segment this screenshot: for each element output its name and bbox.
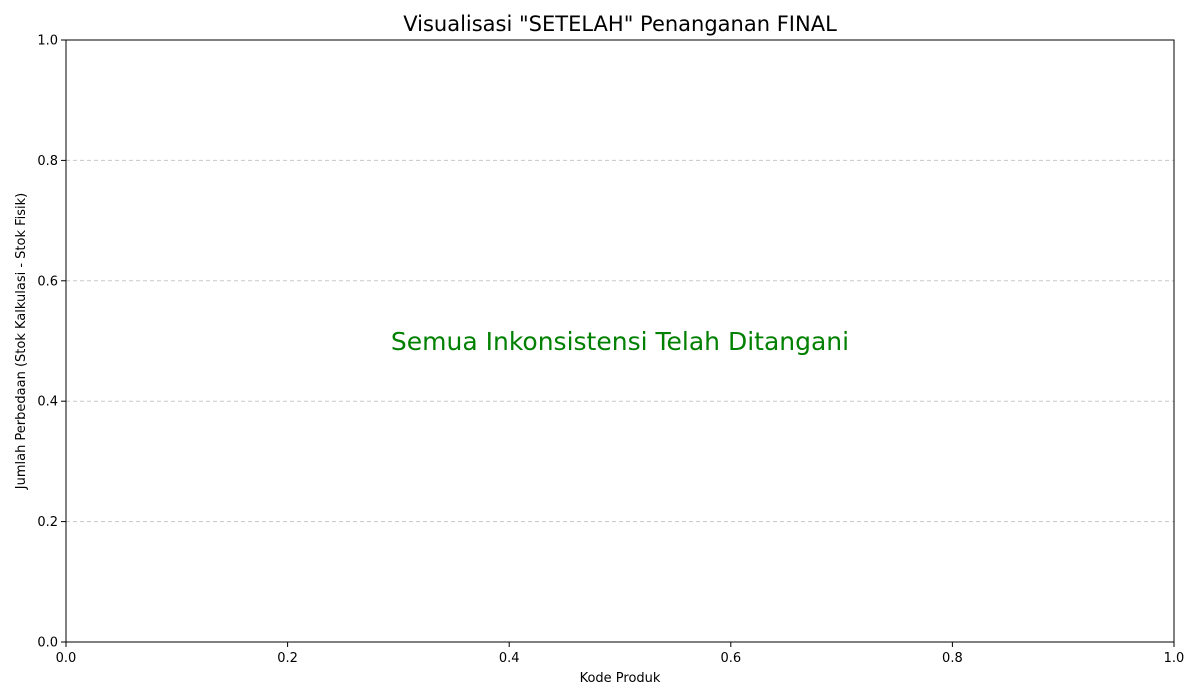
x-tick-label: 0.0 [56, 651, 77, 666]
x-axis-label: Kode Produk [580, 671, 661, 686]
x-tick-label: 0.6 [720, 651, 741, 666]
chart-title: Visualisasi "SETELAH" Penanganan FINAL [403, 12, 837, 36]
grid [66, 159, 1174, 523]
plot-area [65, 39, 1175, 643]
x-tick-label: 0.2 [277, 651, 298, 666]
x-axis: 0.0 0.2 0.4 0.6 0.8 1.0 [56, 642, 1185, 666]
x-tick-label: 0.4 [499, 651, 520, 666]
y-tick-label: 0.4 [37, 395, 58, 410]
y-axis: 0.0 0.2 0.4 0.6 0.8 1.0 [37, 34, 66, 651]
annotation-text: Semua Inkonsistensi Telah Ditangani [391, 327, 849, 356]
x-tick-label: 1.0 [1164, 651, 1185, 666]
y-tick-label: 0.8 [37, 154, 58, 169]
y-tick-label: 1.0 [37, 34, 58, 49]
x-tick-label: 0.8 [942, 651, 963, 666]
y-tick-label: 0.6 [37, 274, 58, 289]
y-tick-label: 0.2 [37, 515, 58, 530]
y-axis-label: Jumlah Perbedaan (Stok Kalkulasi - Stok … [14, 193, 29, 491]
y-tick-label: 0.0 [37, 636, 58, 651]
